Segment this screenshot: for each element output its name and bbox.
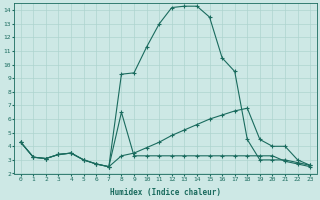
X-axis label: Humidex (Indice chaleur): Humidex (Indice chaleur) bbox=[110, 188, 221, 197]
